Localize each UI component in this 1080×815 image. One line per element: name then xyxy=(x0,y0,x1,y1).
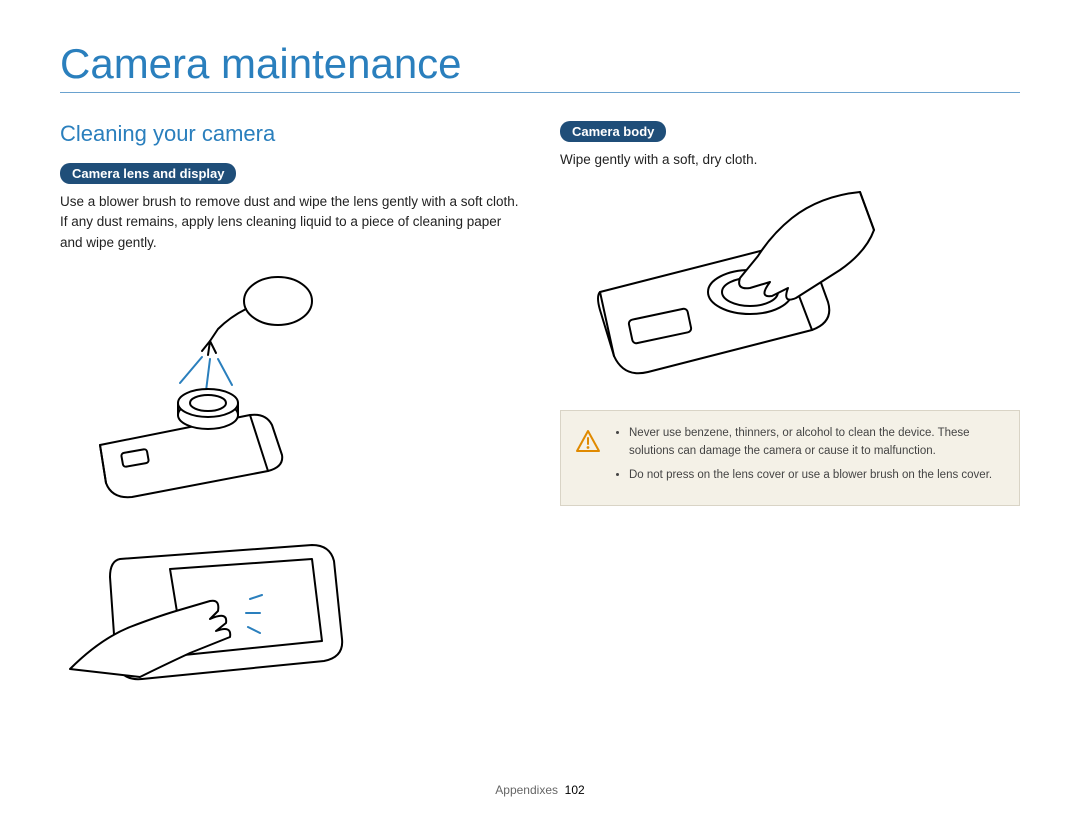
manual-page: Camera maintenance Cleaning your camera … xyxy=(0,0,1080,815)
text-camera-body: Wipe gently with a soft, dry cloth. xyxy=(560,150,1020,170)
caution-item: Never use benzene, thinners, or alcohol … xyxy=(629,425,1003,461)
subheading-lens-display: Camera lens and display xyxy=(60,163,236,184)
page-footer: Appendixes 102 xyxy=(0,783,1080,797)
footer-page-number: 102 xyxy=(565,783,585,797)
left-column: Cleaning your camera Camera lens and dis… xyxy=(60,121,520,703)
text-lens-display: Use a blower brush to remove dust and wi… xyxy=(60,192,520,253)
section-heading-cleaning: Cleaning your camera xyxy=(60,121,520,147)
caution-list: Never use benzene, thinners, or alcohol … xyxy=(615,425,1003,484)
illustration-wipe-body-icon xyxy=(560,182,880,382)
warning-icon xyxy=(575,429,601,453)
two-column-layout: Cleaning your camera Camera lens and dis… xyxy=(60,121,1020,703)
title-rule xyxy=(60,92,1020,93)
page-title: Camera maintenance xyxy=(60,40,1020,88)
footer-section-label: Appendixes xyxy=(495,783,558,797)
right-column: Camera body Wipe gently with a soft, dry… xyxy=(560,121,1020,703)
illustration-wipe-display-icon xyxy=(60,519,360,689)
illustration-blower-icon xyxy=(60,265,360,505)
subheading-camera-body: Camera body xyxy=(560,121,666,142)
caution-item: Do not press on the lens cover or use a … xyxy=(629,467,1003,485)
caution-box: Never use benzene, thinners, or alcohol … xyxy=(560,410,1020,505)
